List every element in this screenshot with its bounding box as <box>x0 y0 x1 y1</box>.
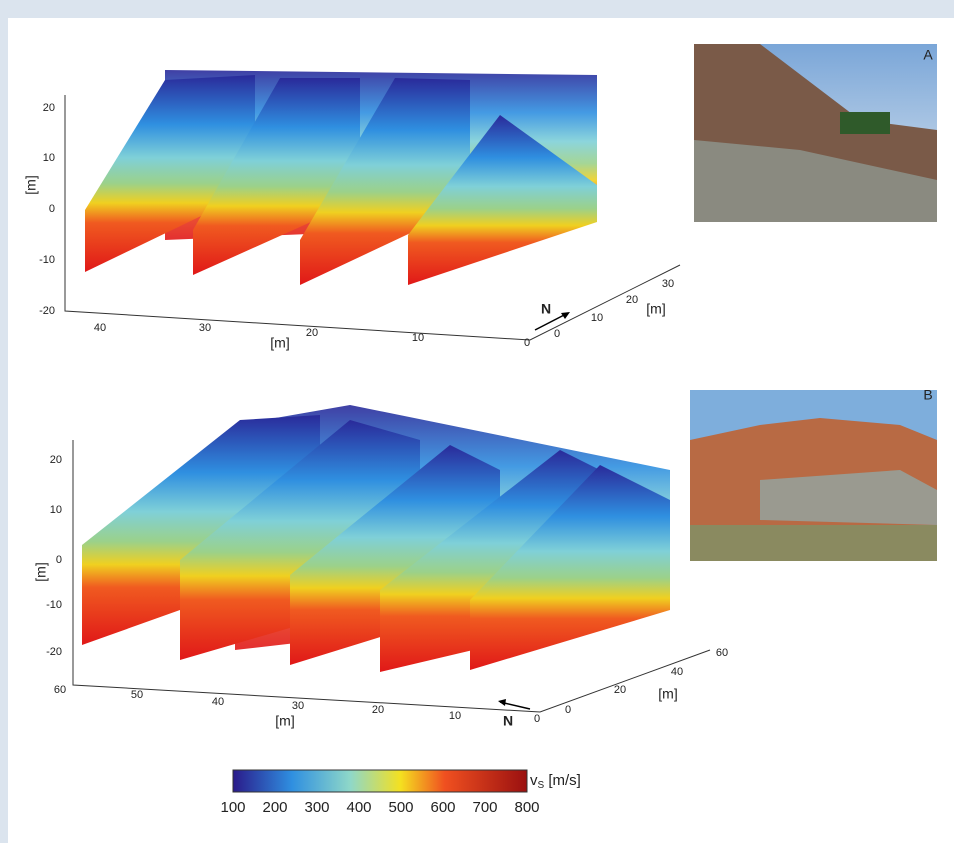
y-tick-label: 20 <box>614 684 626 696</box>
x-tick-label: 20 <box>306 327 318 339</box>
y-axis-label: [m] <box>646 301 665 317</box>
colorbar-tick-label: 200 <box>262 799 287 816</box>
y-tick-label: 0 <box>554 328 560 340</box>
colorbar-tick-label: 400 <box>346 799 371 816</box>
z-tick-label: 0 <box>56 554 62 566</box>
y-tick-label: 40 <box>671 666 683 678</box>
z-tick-label: -10 <box>39 254 55 266</box>
z-tick-label: 10 <box>43 152 55 164</box>
x-tick-label: 0 <box>534 713 540 725</box>
colorbar-tick-label: 100 <box>220 799 245 816</box>
x-tick-label: 30 <box>292 700 304 712</box>
colorbar-tick-label: 300 <box>304 799 329 816</box>
colorbar-tick-label: 700 <box>472 799 497 816</box>
y-tick-label: 20 <box>626 294 638 306</box>
y-axis-label: [m] <box>658 686 677 702</box>
x-tick-label: 50 <box>131 689 143 701</box>
x-tick-label: 10 <box>412 332 424 344</box>
z-tick-label: -20 <box>46 646 62 658</box>
z-tick-label: 20 <box>43 102 55 114</box>
z-axis-label: [m] <box>23 175 39 194</box>
y-tick-label: 0 <box>565 704 571 716</box>
colorbar-tick-label: 500 <box>388 799 413 816</box>
y-tick-label: 30 <box>662 278 674 290</box>
x-tick-label: 60 <box>54 684 66 696</box>
y-tick-label: 10 <box>591 312 603 324</box>
colorbar-tick-label: 600 <box>430 799 455 816</box>
north-label: N <box>503 713 513 729</box>
north-label: N <box>541 301 551 317</box>
figure: vS [m/s] A20100-10-204030201000102030[m]… <box>0 0 954 843</box>
x-tick-label: 0 <box>524 337 530 349</box>
z-axis-label: [m] <box>33 562 49 581</box>
x-tick-label: 20 <box>372 704 384 716</box>
panel-letter: A <box>923 47 933 63</box>
colorbar <box>233 770 527 792</box>
z-tick-label: -10 <box>46 599 62 611</box>
x-tick-label: 10 <box>449 710 461 722</box>
x-axis-label: [m] <box>270 335 289 351</box>
panel-letter: B <box>923 387 932 403</box>
z-tick-label: -20 <box>39 305 55 317</box>
x-tick-label: 30 <box>199 322 211 334</box>
colorbar-tick-label: 800 <box>514 799 539 816</box>
z-tick-label: 10 <box>50 504 62 516</box>
page: {"panels": [ {"letter": "A", "z_label": … <box>0 0 954 843</box>
z-tick-label: 0 <box>49 203 55 215</box>
x-tick-label: 40 <box>94 322 106 334</box>
x-tick-label: 40 <box>212 696 224 708</box>
z-tick-label: 20 <box>50 454 62 466</box>
y-tick-label: 60 <box>716 647 728 659</box>
x-axis-label: [m] <box>275 713 294 729</box>
